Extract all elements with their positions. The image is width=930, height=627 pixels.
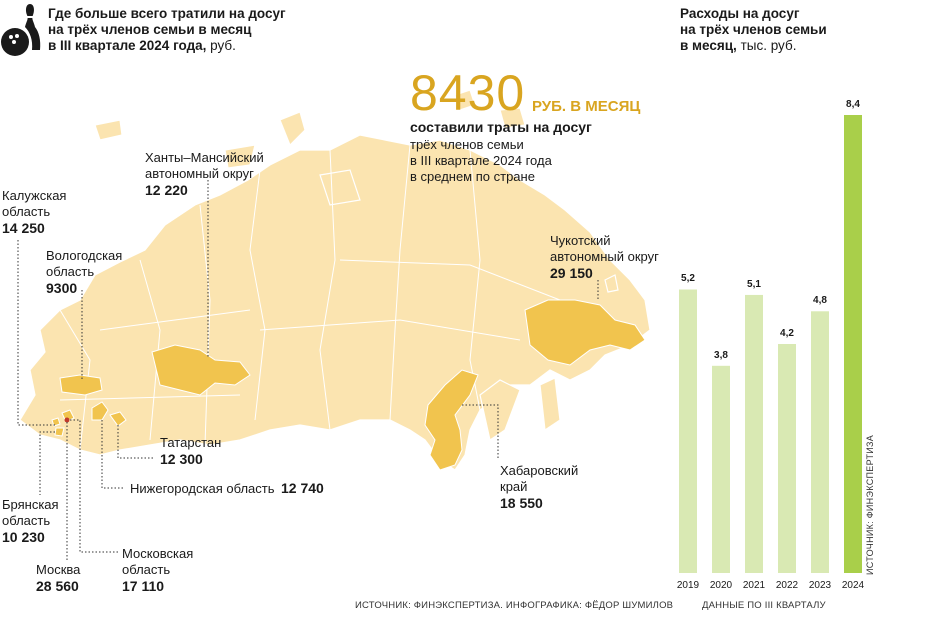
chart-title: Расходы на досуг на трёх членов семьи в … bbox=[680, 6, 900, 54]
bar-2021 bbox=[745, 294, 763, 573]
map-title-line2: на трёх членов семьи в месяц bbox=[48, 22, 252, 37]
label-moscow: Москва bbox=[36, 562, 81, 577]
bar-2024 bbox=[844, 115, 862, 573]
value-khabarovsk: 18 550 bbox=[500, 495, 543, 511]
label-vologda-1: Вологодская bbox=[46, 248, 123, 263]
chart-title-unit: тыс. руб. bbox=[736, 38, 797, 53]
label-khmao-1: Ханты–Мансийский bbox=[145, 150, 264, 165]
bar-2022 bbox=[778, 344, 796, 573]
year-label-2021: 2021 bbox=[742, 580, 766, 591]
label-bryansk-2: область bbox=[2, 513, 51, 528]
value-moscow: 28 560 bbox=[36, 578, 79, 594]
label-vologda-2: область bbox=[46, 264, 95, 279]
year-label-2019: 2019 bbox=[676, 580, 700, 591]
bar-2020 bbox=[712, 365, 730, 573]
map-title-unit: руб. bbox=[206, 38, 236, 53]
headline-sub1: трёх членов семьи bbox=[410, 137, 524, 152]
value-nizhny: 12 740 bbox=[281, 480, 324, 496]
chart-note: ДАННЫЕ ПО III КВАРТАЛУ bbox=[702, 600, 826, 611]
label-chukotka-1: Чукотский bbox=[550, 233, 611, 248]
region-borders bbox=[59, 144, 561, 451]
region-kaluga bbox=[51, 417, 61, 427]
year-label-2023: 2023 bbox=[808, 580, 832, 591]
headline-value: 8430 bbox=[410, 65, 526, 121]
chart-title-line3: в месяц, bbox=[680, 38, 737, 53]
value-moscow-oblast: 17 110 bbox=[122, 578, 165, 594]
label-moscow-oblast-2: область bbox=[122, 562, 171, 577]
label-kaluga-1: Калужская bbox=[2, 188, 67, 203]
bowling-icon bbox=[1, 4, 41, 56]
region-khmao bbox=[151, 344, 251, 396]
year-label-2024: 2024 bbox=[841, 580, 865, 591]
headline-unit: РУБ. В МЕСЯЦ bbox=[532, 98, 641, 115]
label-moscow-oblast-1: Московская bbox=[122, 546, 194, 561]
headline-sub3: в среднем по стране bbox=[410, 169, 535, 184]
map-title-line3: в III квартале 2024 года, bbox=[48, 38, 207, 53]
bar-value-2019: 5,2 bbox=[681, 273, 695, 285]
map-source: ИСТОЧНИК: ФИНЭКСПЕРТИЗА. ИНФОГРАФИКА: ФЁ… bbox=[355, 600, 674, 611]
label-nizhny: Нижегородская область bbox=[130, 481, 275, 496]
label-khabarovsk-2: край bbox=[500, 479, 528, 494]
region-khabarovsk bbox=[424, 369, 479, 471]
year-label-2022: 2022 bbox=[775, 580, 799, 591]
headline-sub2: в III квартале 2024 года bbox=[410, 153, 552, 168]
value-khmao: 12 220 bbox=[145, 182, 188, 198]
bar-value-2021: 5,1 bbox=[747, 278, 761, 290]
map-title: Где больше всего тратили на досуг на трё… bbox=[48, 6, 348, 54]
headline-lead: составили траты на досуг bbox=[410, 119, 592, 135]
highlighted-regions bbox=[51, 299, 646, 471]
bar-2023 bbox=[811, 311, 829, 573]
label-bryansk-1: Брянская bbox=[2, 497, 59, 512]
value-tatarstan: 12 300 bbox=[160, 451, 203, 467]
bar-value-2022: 4,2 bbox=[780, 328, 794, 339]
label-kaluga-2: область bbox=[2, 204, 51, 219]
value-kaluga: 14 250 bbox=[2, 220, 45, 236]
label-khabarovsk-1: Хабаровский bbox=[500, 463, 579, 478]
label-khmao-2: автономный округ bbox=[145, 166, 254, 181]
bar-value-2020: 3,8 bbox=[714, 349, 728, 361]
value-bryansk: 10 230 bbox=[2, 529, 45, 545]
region-vologda bbox=[59, 374, 103, 396]
region-tatarstan bbox=[109, 411, 127, 427]
year-label-2020: 2020 bbox=[709, 580, 733, 591]
chart-source: ИСТОЧНИК: ФИНЭКСПЕРТИЗА bbox=[865, 434, 875, 575]
region-nizhny bbox=[91, 401, 109, 421]
value-chukotka: 29 150 bbox=[550, 265, 593, 281]
marker-moscow bbox=[64, 417, 70, 423]
chart-title-line2: на трёх членов семьи bbox=[680, 22, 827, 37]
map-title-line1: Где больше всего тратили на досуг bbox=[48, 6, 286, 21]
bar-value-2023: 4,8 bbox=[813, 295, 827, 307]
bar-2019 bbox=[679, 289, 697, 573]
label-chukotka-2: автономный округ bbox=[550, 249, 659, 264]
bar-value-2024: 8,4 bbox=[846, 99, 860, 110]
region-chukotka bbox=[524, 299, 646, 366]
label-tatarstan: Татарстан bbox=[160, 435, 222, 450]
leader-lines bbox=[17, 180, 599, 560]
region-bryansk bbox=[54, 427, 65, 437]
value-vologda: 9300 bbox=[46, 280, 78, 296]
chart-title-line1: Расходы на досуг bbox=[680, 6, 800, 21]
